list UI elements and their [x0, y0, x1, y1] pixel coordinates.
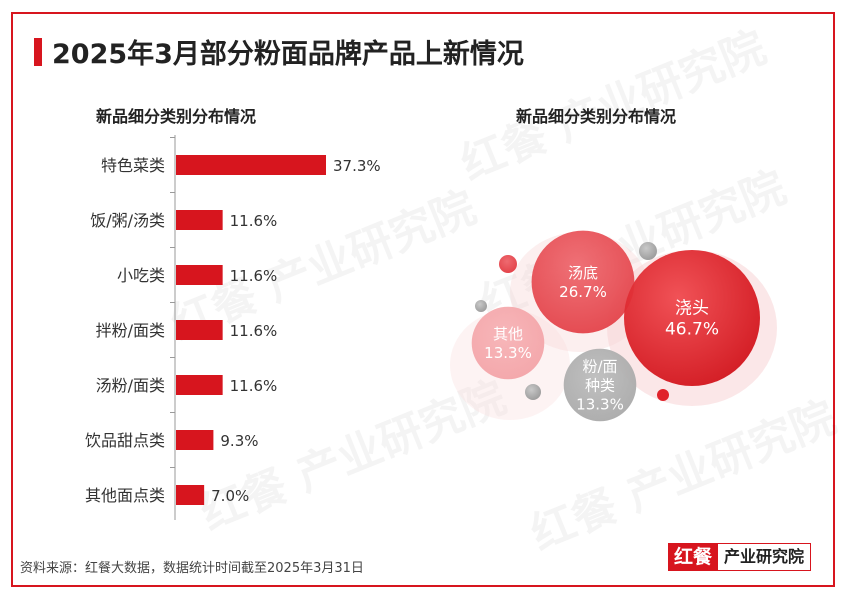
category-label: 特色菜类: [101, 156, 165, 175]
bar: [176, 430, 214, 450]
category-label: 拌粉/面类: [96, 321, 165, 340]
bar-chart-title: 新品细分类别分布情况: [96, 107, 257, 126]
category-label: 饭/粥/汤类: [90, 211, 165, 230]
value-label: 7.0%: [211, 487, 249, 505]
value-label: 11.6%: [230, 377, 278, 395]
bubble: [471, 306, 545, 380]
bubble-value-label: 26.7%: [559, 283, 607, 301]
bubble: [563, 348, 637, 422]
bar: [176, 210, 223, 230]
page-title: 2025年3月部分粉面品牌产品上新情况: [52, 39, 524, 70]
category-label: 小吃类: [117, 266, 165, 285]
category-label: 汤粉/面类: [96, 376, 165, 395]
bar: [176, 265, 223, 285]
decor-dot: [525, 384, 541, 400]
brand-logo: 红餐 产业研究院: [668, 543, 812, 571]
title-accent-bar: [34, 38, 42, 66]
decor-dot: [639, 242, 657, 260]
bubble-value-label: 46.7%: [665, 320, 719, 340]
bar-chart: 特色菜类 37.3% 饭/粥/汤类 11.6% 小吃类 11.6% 拌粉/面类 11.6% 汤粉…: [85, 135, 381, 520]
decor-dot: [657, 389, 669, 401]
bubble-name-label: 汤底: [568, 264, 598, 282]
category-label: 其他面点类: [85, 486, 165, 505]
bar: [176, 485, 205, 505]
value-label: 11.6%: [230, 212, 278, 230]
bubble: [624, 250, 760, 386]
decor-dot: [499, 255, 517, 273]
bubble-chart-title: 新品细分类别分布情况: [516, 107, 677, 126]
bubble-value-label: 13.3%: [484, 344, 532, 362]
bar: [176, 375, 223, 395]
bar: [176, 320, 223, 340]
logo-text: 产业研究院: [718, 543, 812, 571]
bubble-name-label: 粉/面: [582, 357, 617, 375]
bar: [176, 155, 326, 175]
value-label: 11.6%: [230, 267, 278, 285]
category-label: 饮品甜点类: [85, 431, 165, 450]
value-label: 37.3%: [333, 157, 381, 175]
bubble-name-label: 其他: [493, 325, 523, 343]
chart-frame: [11, 12, 835, 587]
source-note: 资料来源：红餐大数据，数据统计时间截至2025年3月31日: [20, 561, 364, 576]
bubble-name-label: 种类: [585, 376, 615, 394]
logo-mark: 红餐: [668, 543, 719, 571]
value-label: 11.6%: [230, 322, 278, 340]
decor-dot: [475, 300, 487, 312]
value-label: 9.3%: [220, 432, 258, 450]
bubble-value-label: 13.3%: [576, 395, 624, 413]
bubble-name-label: 浇头: [675, 299, 709, 319]
bubble: [531, 230, 635, 334]
